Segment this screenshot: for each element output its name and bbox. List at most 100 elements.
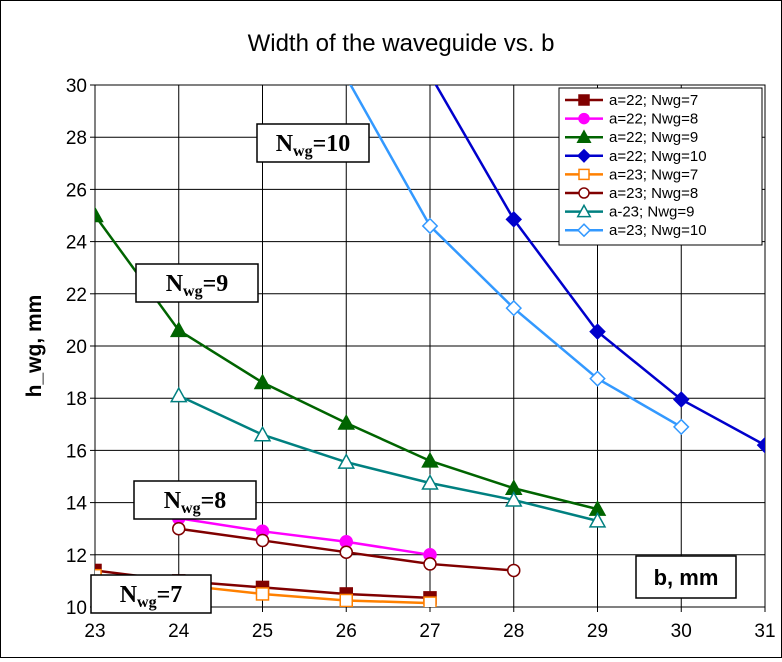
- data-point: [588, 511, 607, 528]
- data-point: [507, 563, 521, 578]
- data-point: [672, 418, 690, 436]
- chart-title: Width of the waveguide vs. b: [248, 30, 555, 57]
- data-point: [169, 386, 188, 403]
- legend-item: a=23; Nwg=7: [565, 166, 698, 183]
- legend-item: a=22; Nwg=9: [565, 129, 698, 146]
- annotation-main: N: [166, 271, 184, 297]
- annotation-box: [90, 574, 212, 614]
- data-point: [505, 299, 523, 317]
- y-tick-label: 22: [66, 285, 87, 306]
- x-tick-label: 27: [419, 621, 440, 642]
- data-point: [423, 67, 437, 81]
- annotation-label: Nwg=8: [133, 480, 257, 520]
- x-tick-label: 23: [84, 621, 105, 642]
- legend-label: a=22; Nwg=8: [609, 111, 698, 128]
- annotation-rest: =10: [313, 131, 351, 157]
- x-tick-label: 30: [671, 621, 692, 642]
- x-tick-label: 25: [252, 621, 273, 642]
- y-tick-labels: 10 12 14 16 18 20 22 24 26 28 30: [66, 76, 95, 619]
- legend-marker: [576, 148, 592, 163]
- y-tick-label: 18: [66, 389, 87, 410]
- legend-marker: [578, 112, 590, 125]
- legend-label: a=22; Nwg=9: [609, 129, 698, 146]
- data-point: [337, 453, 356, 469]
- annotation-sub: wg: [181, 500, 201, 517]
- series-2: [95, 206, 607, 516]
- legend-box: [558, 87, 763, 246]
- legend-label: a=23; Nwg=10: [609, 222, 707, 239]
- y-tick-label: 28: [66, 128, 87, 149]
- data-point: [339, 545, 353, 559]
- legend-label: a=23; Nwg=7: [609, 166, 698, 183]
- y-tick-label: 20: [66, 337, 87, 358]
- annotation-box: [133, 480, 257, 520]
- y-tick-label: 12: [66, 546, 87, 567]
- x-tick-label: 29: [587, 621, 608, 642]
- annotation-text: Nwg=10: [276, 131, 351, 160]
- data-point: [421, 451, 439, 468]
- legend-label: a-23; Nwg=9: [609, 204, 694, 221]
- y-tick-label: 16: [66, 441, 87, 462]
- data-point: [423, 596, 437, 607]
- legend-item: a-23; Nwg=9: [565, 204, 694, 221]
- annotation-sub: wg: [137, 594, 157, 611]
- series-6: [169, 386, 607, 528]
- legend-marker: [576, 129, 592, 143]
- data-point: [345, 85, 347, 86]
- series-line: [178, 394, 598, 523]
- data-point: [423, 557, 437, 571]
- annotation-main: N: [164, 488, 182, 514]
- annotation-label: Nwg=7: [90, 574, 212, 614]
- legend-item: a=23; Nwg=8: [565, 185, 698, 202]
- legend-item: a=22; Nwg=8: [565, 111, 698, 128]
- legend-item: a=22; Nwg=10: [565, 148, 707, 165]
- annotation-text: Nwg=7: [120, 582, 183, 611]
- series-5: [172, 521, 521, 578]
- data-point: [253, 373, 272, 390]
- data-point: [169, 321, 188, 338]
- y-tick-label: 30: [66, 76, 87, 97]
- y-tick-label: 24: [66, 233, 88, 254]
- series-7: [345, 85, 690, 436]
- legend: a=22; Nwg=7 a=22; Nwg=8a=22; Nwg=9 a=22; N…: [558, 87, 763, 246]
- series-line: [178, 517, 431, 557]
- x-tick-label: 31: [754, 621, 775, 642]
- data-point: [504, 490, 523, 507]
- annotation-rest: =9: [203, 271, 229, 297]
- y-tick-label: 26: [66, 180, 87, 201]
- x-axis-label-box: b, mm: [635, 555, 737, 599]
- data-point: [172, 521, 186, 536]
- annotation-main: N: [276, 131, 294, 157]
- data-point: [337, 413, 356, 430]
- legend-item: a=22; Nwg=7: [565, 92, 698, 109]
- data-point: [253, 425, 272, 442]
- annotation-sub: wg: [293, 143, 313, 160]
- annotation-box: [135, 263, 259, 303]
- annotation-main: N: [120, 582, 138, 608]
- y-tick-label: 10: [66, 598, 87, 619]
- data-point: [421, 217, 439, 235]
- x-tick-labels: 23 24 25 26 27 28 29 30 31: [84, 607, 776, 642]
- x-axis-label: b, mm: [654, 565, 719, 590]
- x-tick-label: 26: [336, 621, 357, 642]
- annotation-text: Nwg=8: [164, 488, 227, 517]
- data-point: [95, 206, 104, 223]
- annotation-sub: wg: [183, 283, 203, 300]
- data-point: [505, 211, 523, 228]
- legend-item: a=23; Nwg=10: [565, 222, 707, 239]
- annotation-text: Nwg=9: [166, 271, 229, 300]
- annotation-rest: =7: [157, 582, 183, 608]
- y-axis-label: h_wg, mm: [23, 295, 46, 398]
- legend-label: a=22; Nwg=7: [609, 92, 698, 109]
- legend-marker: [576, 203, 592, 218]
- annotation-box: [256, 123, 370, 163]
- annotation-label: Nwg=9: [135, 263, 259, 303]
- data-point: [589, 370, 606, 387]
- legend-label: a=23; Nwg=8: [609, 185, 698, 202]
- data-point: [255, 587, 270, 601]
- data-point: [589, 323, 606, 340]
- annotation-rest: =8: [201, 488, 227, 514]
- annotation-label: Nwg=10: [256, 123, 370, 163]
